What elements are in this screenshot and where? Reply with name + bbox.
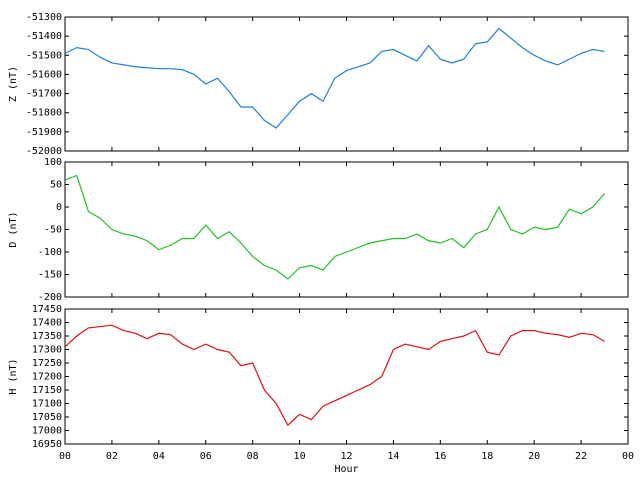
y-tick-label: -51400	[26, 31, 62, 42]
x-tick-label: 08	[247, 451, 259, 462]
y-axis-label: H (nT)	[8, 358, 19, 394]
x-tick-label: 12	[340, 451, 352, 462]
y-tick-label: 17450	[32, 304, 62, 315]
y-tick-label: -52000	[26, 146, 62, 157]
y-tick-label: 100	[44, 157, 62, 168]
y-tick-label: -100	[38, 247, 62, 258]
plot-frame	[64, 308, 629, 445]
y-tick-label: -51900	[26, 127, 62, 138]
y-tick-label: 17300	[32, 345, 62, 356]
y-tick-label: 17250	[32, 358, 62, 369]
data-line	[64, 174, 605, 280]
y-axis-label: D (nT)	[8, 211, 19, 247]
y-tick-label: 0	[56, 202, 62, 213]
y-tick-label: 17200	[32, 372, 62, 383]
y-tick-label: -51600	[26, 69, 62, 80]
y-tick-label: 17400	[32, 318, 62, 329]
x-tick-label: 18	[481, 451, 493, 462]
y-tick-label: -51300	[26, 12, 62, 23]
y-tick-label: 17350	[32, 331, 62, 342]
y-tick-label: -200	[38, 292, 62, 303]
y-tick-label: -150	[38, 270, 62, 281]
x-axis-label: Hour	[334, 464, 358, 475]
x-tick-label: 00	[622, 451, 634, 462]
data-line	[64, 27, 605, 129]
y-tick-label: -51500	[26, 50, 62, 61]
x-tick-label: 14	[387, 451, 399, 462]
plot-frame	[64, 16, 629, 152]
y-tick-label: 17100	[32, 399, 62, 410]
x-tick-label: 10	[294, 451, 306, 462]
x-tick-label: 06	[200, 451, 212, 462]
y-tick-label: 17050	[32, 412, 62, 423]
data-line	[64, 324, 605, 427]
x-tick-label: 04	[153, 451, 165, 462]
y-tick-label: 17150	[32, 385, 62, 396]
y-axis-label: Z (nT)	[8, 66, 19, 102]
x-tick-label: 02	[106, 451, 118, 462]
y-tick-label: -51800	[26, 108, 62, 119]
x-tick-label: 20	[528, 451, 540, 462]
y-tick-label: 16950	[32, 439, 62, 450]
x-tick-label: 16	[434, 451, 446, 462]
y-tick-label: 50	[50, 180, 62, 191]
y-tick-label: 17000	[32, 426, 62, 437]
x-tick-label: 00	[59, 451, 71, 462]
y-tick-label: -51700	[26, 89, 62, 100]
y-tick-label: -50	[44, 225, 62, 236]
x-tick-label: 22	[575, 451, 587, 462]
